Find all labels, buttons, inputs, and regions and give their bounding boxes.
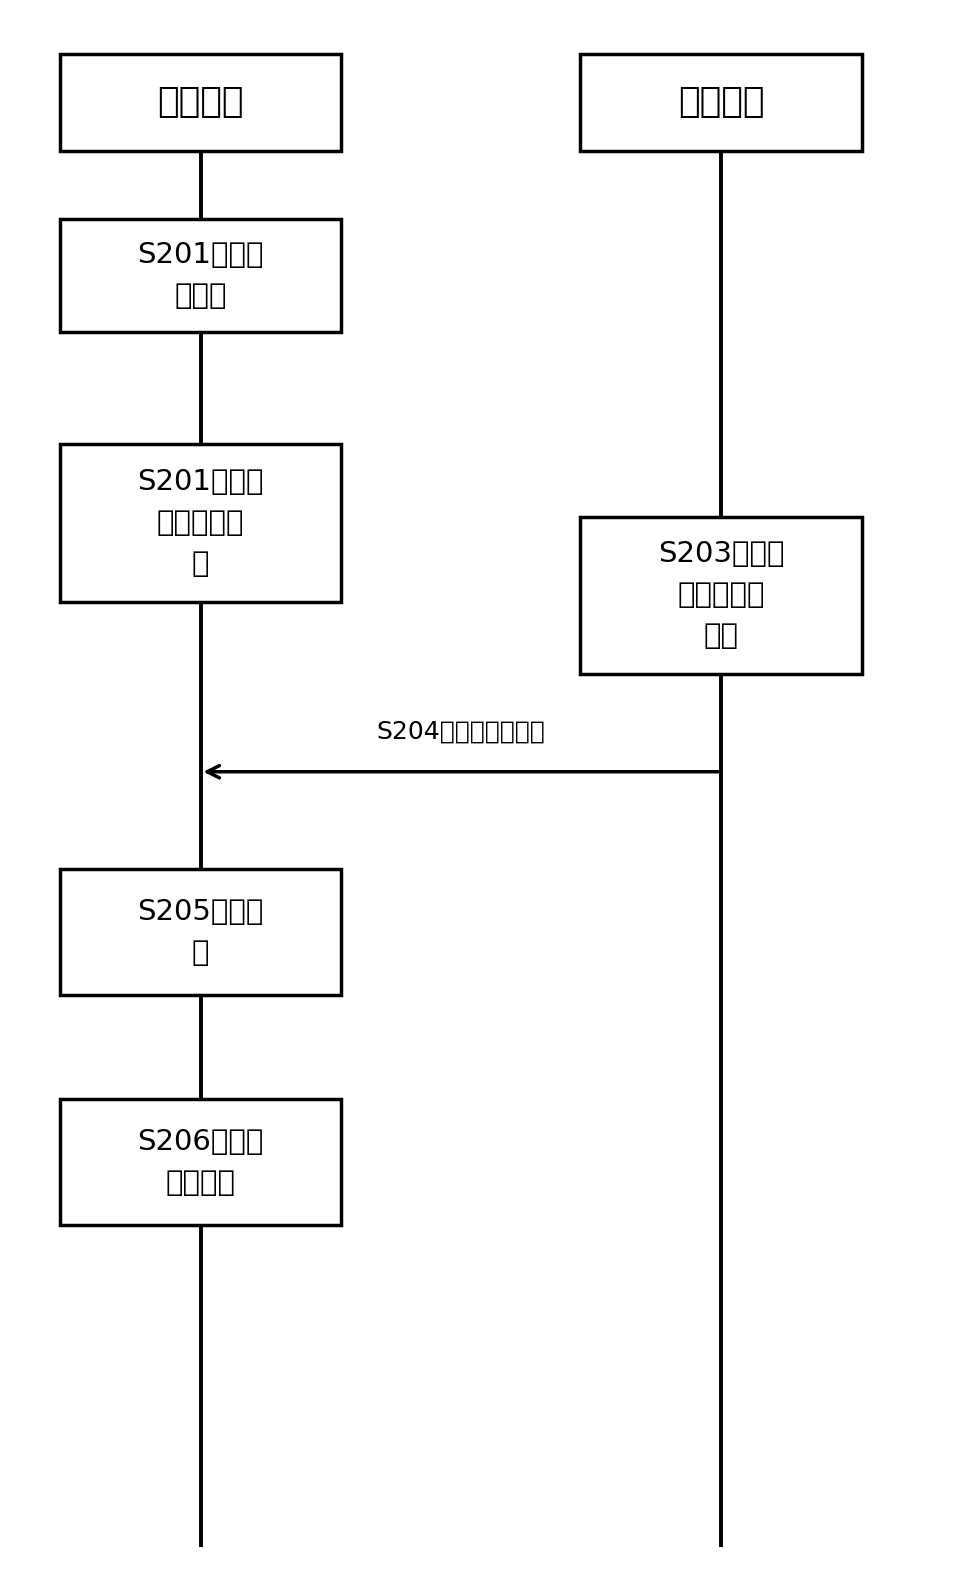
FancyBboxPatch shape xyxy=(59,1099,342,1225)
Text: S201获取所: S201获取所 xyxy=(138,241,264,269)
FancyBboxPatch shape xyxy=(59,869,342,995)
Text: 端口发送报: 端口发送报 xyxy=(157,509,244,537)
Text: S204重定向检测报文: S204重定向检测报文 xyxy=(376,720,545,743)
Text: 要求: 要求 xyxy=(704,622,738,650)
Text: 通性状况: 通性状况 xyxy=(165,1169,236,1197)
FancyBboxPatch shape xyxy=(59,219,342,332)
Text: 文: 文 xyxy=(192,550,209,578)
Text: 图: 图 xyxy=(192,939,209,967)
Text: S201向所有: S201向所有 xyxy=(138,468,264,496)
Text: 主控板卡: 主控板卡 xyxy=(158,85,244,120)
FancyBboxPatch shape xyxy=(581,517,862,674)
FancyBboxPatch shape xyxy=(59,444,342,602)
FancyBboxPatch shape xyxy=(581,54,862,151)
FancyBboxPatch shape xyxy=(59,54,342,151)
Text: S206确定连: S206确定连 xyxy=(138,1128,264,1156)
Text: 业务板卡: 业务板卡 xyxy=(678,85,764,120)
Text: S203判断报: S203判断报 xyxy=(658,540,784,569)
Text: 有端口: 有端口 xyxy=(175,282,226,310)
Text: 文是否满足: 文是否满足 xyxy=(677,581,765,610)
Text: S205比较位: S205比较位 xyxy=(138,898,264,926)
